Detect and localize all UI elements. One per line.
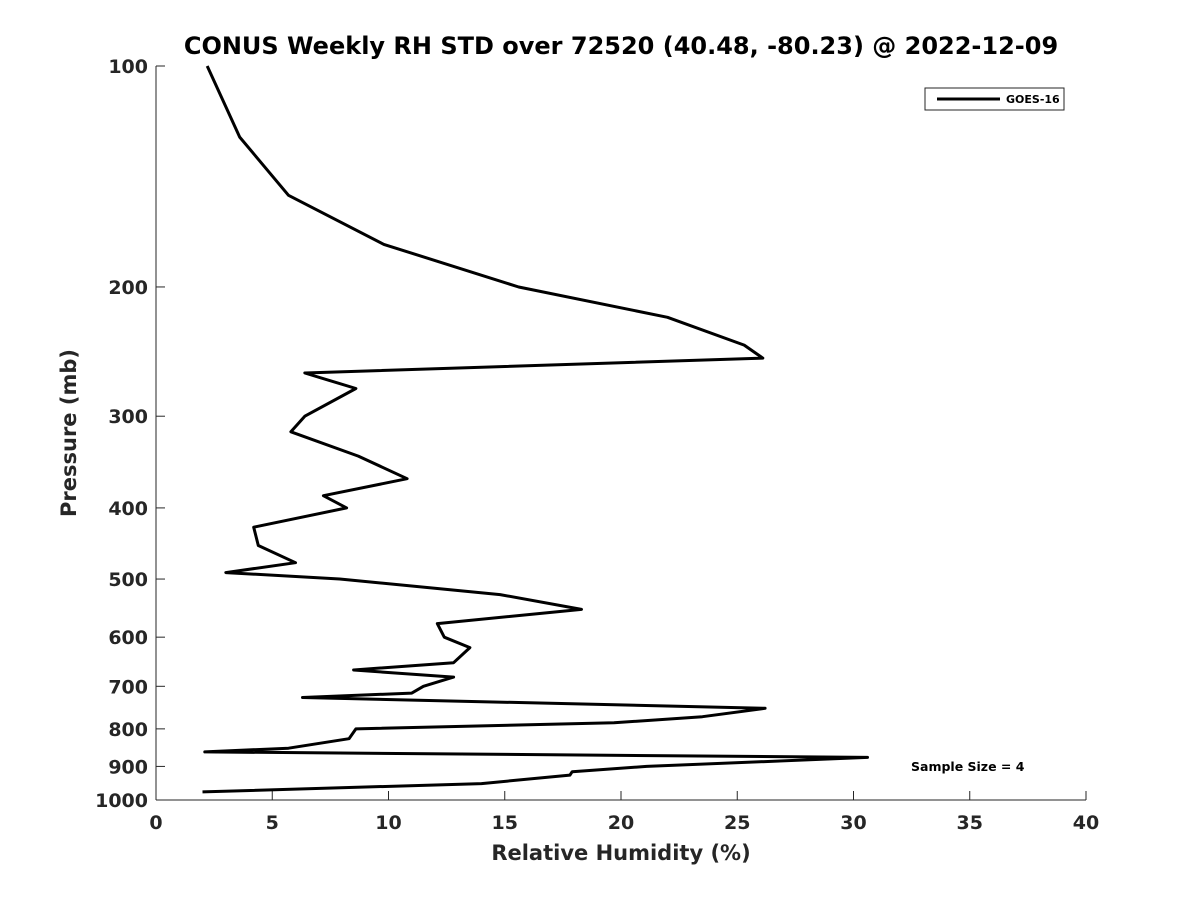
- y-axis-label: Pressure (mb): [57, 349, 81, 517]
- series-group: [202, 65, 869, 794]
- series-line-0: [202, 65, 869, 794]
- y-tick-label: 200: [108, 277, 148, 299]
- x-tick-label: 5: [266, 812, 279, 834]
- x-tick-label: 30: [840, 812, 866, 834]
- y-ticks: 100 200 300 400 500 600 700 800 900 1000: [95, 56, 165, 812]
- x-tick-label: 20: [608, 812, 634, 834]
- chart-title: CONUS Weekly RH STD over 72520 (40.48, -…: [184, 32, 1058, 60]
- y-tick-label: 1000: [95, 790, 148, 812]
- legend: GOES-16: [924, 87, 1065, 111]
- y-tick-label: 600: [108, 627, 148, 649]
- x-tick-label: 15: [492, 812, 518, 834]
- y-tick-label: 500: [108, 569, 148, 591]
- y-tick-label: 900: [108, 756, 148, 778]
- x-tick-label: 25: [724, 812, 750, 834]
- y-tick-label: 100: [108, 56, 148, 78]
- x-tick-label: 0: [149, 812, 162, 834]
- legend-label-goes-16: GOES-16: [1006, 93, 1060, 106]
- x-ticks: 0 5 10 15 20 25 30 35 40: [149, 791, 1099, 834]
- y-tick-label: 400: [108, 498, 148, 520]
- x-axis-label: Relative Humidity (%): [491, 841, 750, 865]
- x-tick-label: 10: [375, 812, 401, 834]
- x-tick-label: 35: [957, 812, 983, 834]
- y-tick-label: 300: [108, 406, 148, 428]
- y-tick-label: 700: [108, 676, 148, 698]
- x-tick-label: 40: [1073, 812, 1099, 834]
- sample-size-annotation: Sample Size = 4: [911, 759, 1025, 774]
- y-tick-label: 800: [108, 719, 148, 741]
